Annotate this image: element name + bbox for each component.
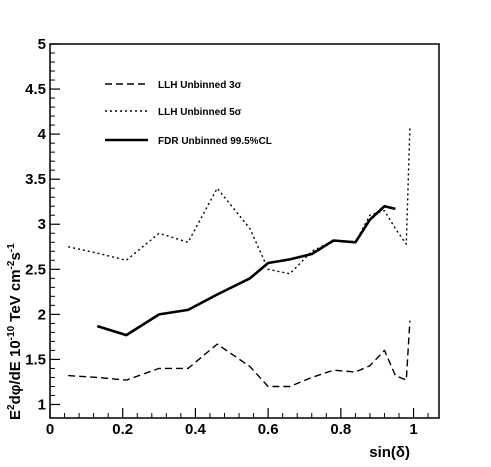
y-axis-title-sup-b: -10 [6,325,17,340]
y-tick-label: 1.5 [25,351,46,368]
y-tick-label: 3 [38,216,46,233]
series-line-solid [96,204,396,337]
x-tick-label: 0.6 [258,421,279,438]
x-tick-label: 0.2 [112,421,133,438]
y-tick-label: 2 [38,306,46,323]
x-tick-label: 0 [46,421,54,438]
y-tick-label: 4.5 [25,81,46,98]
x-tick-label: 0.4 [185,421,207,438]
y-tick-label: 4 [38,126,47,143]
y-axis-title-part-a: E [7,410,24,420]
ticks-layer: 0 0.2 0.4 0.6 0.8 1 1 1.5 2 2.5 3 3.5 4 4.5 5 [25,36,429,438]
plot-frame [49,43,440,419]
y-axis-title-part-b: dφ/dE 10 [7,340,24,404]
legend-label: FDR Unbinned 99.5%CL [158,136,272,147]
x-tick-label: 0.8 [330,421,351,438]
y-axis-title-part-c: TeV cm [7,269,24,325]
y-tick-label: 2.5 [25,261,46,278]
y-axis-title-sup-c: -2 [6,260,17,269]
legend: LLH Unbinned 3σ LLH Unbinned 5σ FDR Unbinn… [105,80,272,147]
y-axis-title-sup-d: -1 [6,243,17,252]
x-axis-title: sin(δ) [369,444,410,461]
y-tick-label: 1 [38,396,46,413]
y-axis-title-sup-a: 2 [6,404,17,410]
y-tick-label: 5 [38,36,46,53]
legend-label: LLH Unbinned 5σ [158,107,242,118]
series-layer [68,126,411,388]
x-tick-label: 1 [409,421,417,438]
y-tick-label: 3.5 [25,171,46,188]
series-line-dashed [68,320,411,388]
y-axis-title: E2dφ/dE 10-10 TeV cm-2s-1 [6,243,24,420]
legend-label: LLH Unbinned 3σ [158,80,242,91]
y-axis-title-part-d: s [7,252,24,260]
